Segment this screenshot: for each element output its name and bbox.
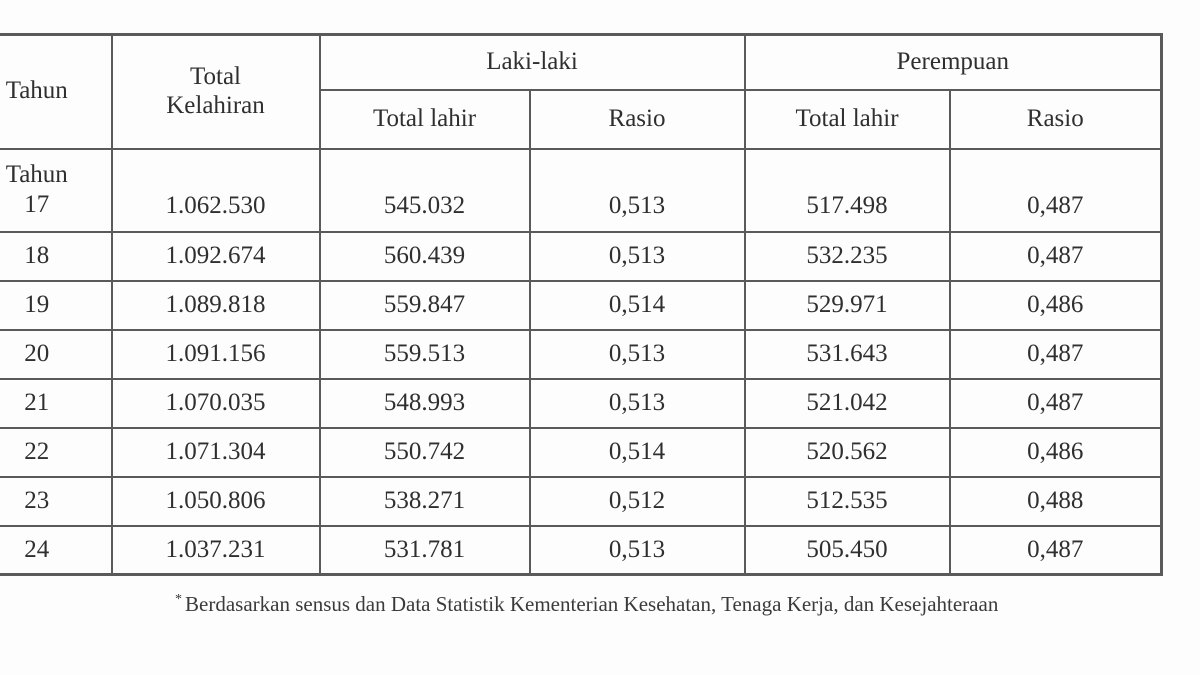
cell-female-total: 517.498: [743, 147, 951, 233]
cell-male-total: 545.032: [318, 147, 531, 233]
header-cell-male-ratio: Rasio: [528, 88, 746, 150]
table-row: 19 1.089.818 559.847 0,514 529.971 0,486: [0, 279, 1163, 331]
header-cell-total-births: Total Kelahiran: [110, 33, 321, 150]
cell-female-ratio: 0,487: [948, 524, 1163, 576]
header-cell-year: Tahun: [0, 33, 113, 150]
cell-female-ratio: 0,486: [948, 426, 1163, 478]
cell-female-total: 531.643: [743, 328, 951, 380]
cell-male-total: 538.271: [318, 475, 531, 527]
cell-female-total: 529.971: [743, 279, 951, 331]
cell-female-ratio: 0,487: [948, 328, 1163, 380]
cell-total-births: 1.092.674: [110, 230, 321, 282]
cell-male-ratio: 0,513: [528, 230, 746, 282]
cell-female-total: 520.562: [743, 426, 951, 478]
table-row: 22 1.071.304 550.742 0,514 520.562 0,486: [0, 426, 1163, 478]
cell-year: 19: [0, 279, 113, 331]
cell-year: Tahun 17: [0, 147, 113, 233]
cell-male-ratio: 0,513: [528, 524, 746, 576]
footnote-marker: *: [175, 592, 182, 607]
cell-total-births: 1.091.156: [110, 328, 321, 380]
cell-male-total: 559.847: [318, 279, 531, 331]
table-row: 24 1.037.231 531.781 0,513 505.450 0,487: [0, 524, 1163, 576]
table-row: 20 1.091.156 559.513 0,513 531.643 0,487: [0, 328, 1163, 380]
cell-year: 18: [0, 230, 113, 282]
table-row: Tahun 17 1.062.530 545.032 0,513 517.498…: [0, 147, 1163, 233]
cell-year: 20: [0, 328, 113, 380]
cell-male-ratio: 0,512: [528, 475, 746, 527]
cell-year: 23: [0, 475, 113, 527]
header-row-groups: Tahun Total Kelahiran Laki-laki Perempua…: [0, 33, 1163, 150]
cell-male-ratio: 0,513: [528, 377, 746, 429]
header-cell-male-group: Laki-laki: [318, 33, 746, 91]
header-cell-female-ratio: Rasio: [948, 88, 1163, 150]
cell-total-births: 1.037.231: [110, 524, 321, 576]
source-footnote: * Berdasarkan sensus dan Data Statistik K…: [175, 592, 998, 617]
cell-year: 22: [0, 426, 113, 478]
header-row-subcolumns: Total lahir Rasio Total lahir Rasio: [0, 88, 1163, 150]
cell-male-ratio: 0,513: [528, 328, 746, 380]
cell-female-total: 521.042: [743, 377, 951, 429]
header-cell-female-group: Perempuan: [743, 33, 1163, 91]
cell-total-births: 1.071.304: [110, 426, 321, 478]
table-row: 23 1.050.806 538.271 0,512 512.535 0,488: [0, 475, 1163, 527]
table-row: 18 1.092.674 560.439 0,513 532.235 0,487: [0, 230, 1163, 282]
cell-male-total: 548.993: [318, 377, 531, 429]
cell-male-ratio: 0,514: [528, 426, 746, 478]
header-cell-female-total: Total lahir: [743, 88, 951, 150]
birth-statistics-table: Tahun Total Kelahiran Laki-laki Perempua…: [0, 33, 1164, 576]
cell-year: 21: [0, 377, 113, 429]
cell-male-total: 550.742: [318, 426, 531, 478]
cell-male-total: 560.439: [318, 230, 531, 282]
cell-female-ratio: 0,487: [948, 230, 1163, 282]
cell-year: 24: [0, 524, 113, 576]
cell-female-ratio: 0,486: [948, 279, 1163, 331]
cell-female-ratio: 0,487: [948, 147, 1163, 233]
cell-male-total: 559.513: [318, 328, 531, 380]
cell-female-ratio: 0,488: [948, 475, 1163, 527]
cell-total-births: 1.070.035: [110, 377, 321, 429]
cell-male-ratio: 0,513: [528, 147, 746, 233]
cell-total-births: 1.062.530: [110, 147, 321, 233]
cell-female-total: 505.450: [743, 524, 951, 576]
cell-female-ratio: 0,487: [948, 377, 1163, 429]
header-cell-male-total: Total lahir: [318, 88, 531, 150]
cell-male-total: 531.781: [318, 524, 531, 576]
table-row: 21 1.070.035 548.993 0,513 521.042 0,487: [0, 377, 1163, 429]
cell-total-births: 1.050.806: [110, 475, 321, 527]
cell-female-total: 512.535: [743, 475, 951, 527]
cell-total-births: 1.089.818: [110, 279, 321, 331]
cell-female-total: 532.235: [743, 230, 951, 282]
footnote-text: Berdasarkan sensus dan Data Statistik Ke…: [185, 592, 999, 616]
cell-male-ratio: 0,514: [528, 279, 746, 331]
